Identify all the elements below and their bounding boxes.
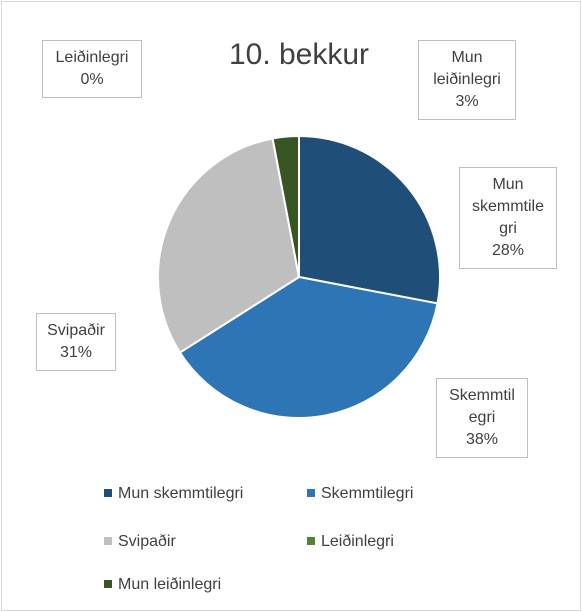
legend-item: Skemmtilegri: [307, 484, 413, 504]
legend-item: Svipaðir: [104, 532, 176, 552]
data-label-category: Skemmtilegri: [449, 387, 515, 426]
pie-slice: [298, 134, 441, 305]
legend-label: Skemmtilegri: [321, 485, 414, 502]
data-label-value: 31%: [59, 344, 93, 361]
pie-slice: [157, 137, 301, 354]
legend-label: Mun leiðinlegri: [118, 576, 222, 593]
legend-swatch: [104, 489, 112, 497]
chart-title: 10. bekkur: [229, 38, 369, 71]
data-label-value: 38%: [465, 431, 499, 448]
data-label-category: Svipaðir: [47, 322, 105, 339]
legend-item: Mun skemmtilegri: [104, 484, 243, 504]
legend-item: Leiðinlegri: [307, 532, 394, 552]
legend-label: Svipaðir: [118, 533, 176, 550]
data-label: Mun skemmtilegri 28%: [459, 167, 557, 269]
data-label: Skemmtilegri 38%: [436, 378, 528, 458]
data-label: Mun leiðinlegri 3%: [418, 40, 516, 120]
data-label: Leiðinlegri 0%: [42, 40, 142, 98]
data-label-value: 28%: [491, 242, 525, 259]
pie-slice: [271, 134, 300, 278]
data-label-value: 0%: [80, 71, 104, 88]
legend-swatch: [307, 489, 315, 497]
legend-label: Mun skemmtilegri: [118, 485, 244, 502]
data-label-value: 3%: [455, 93, 479, 110]
legend-label: Leiðinlegri: [321, 533, 394, 550]
data-label-category: Leiðinlegri: [55, 49, 129, 66]
legend-swatch: [104, 537, 112, 545]
data-label-category: Mun leiðinlegri: [433, 49, 501, 88]
data-label: Svipaðir 31%: [36, 313, 116, 371]
legend-swatch: [307, 537, 315, 545]
legend-item: Mun leiðinlegri: [104, 575, 221, 595]
data-label-category: Mun skemmtilegri: [471, 176, 544, 237]
legend-swatch: [104, 580, 112, 588]
